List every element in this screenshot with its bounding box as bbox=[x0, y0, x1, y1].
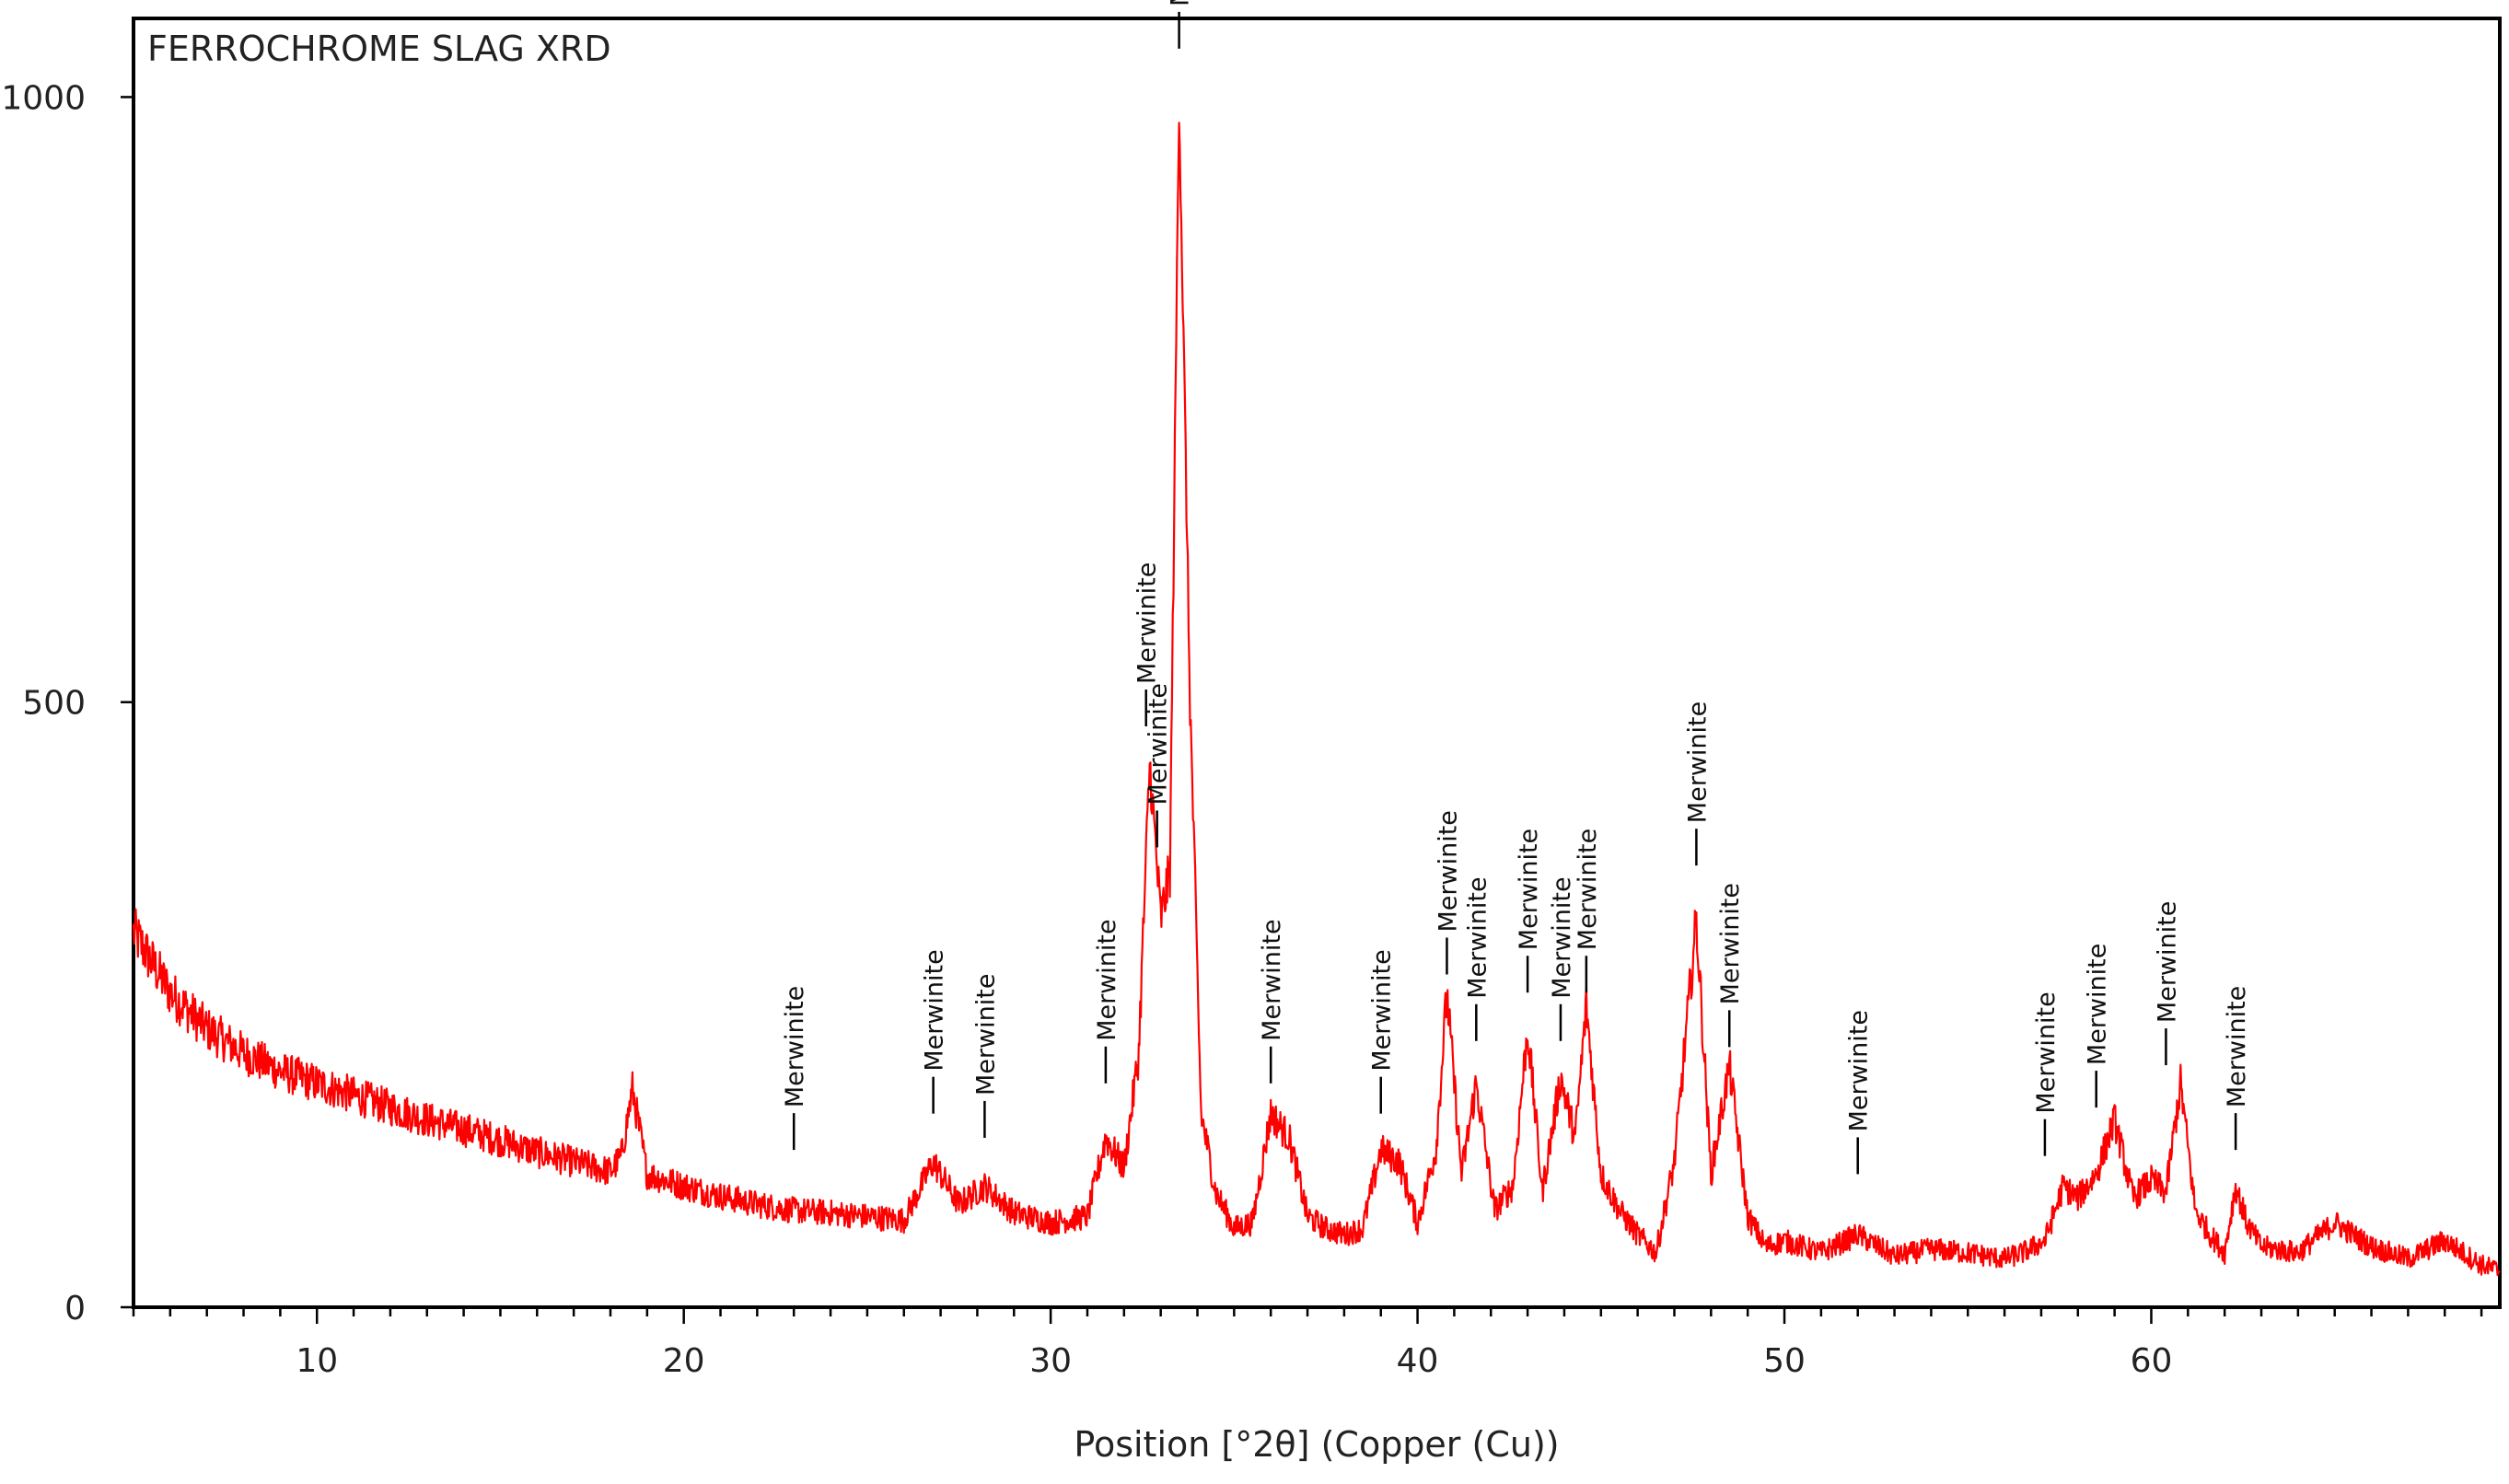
peak-label: Merwinite bbox=[1167, 0, 1195, 6]
x-tick-label: 20 bbox=[663, 1342, 705, 1380]
x-axis-label: Position [°2θ] (Copper (Cu)) bbox=[1074, 1424, 1559, 1465]
x-tick-label: 30 bbox=[1029, 1342, 1072, 1380]
peak-label: Merwinite bbox=[1434, 810, 1462, 932]
peak-label: Merwinite bbox=[971, 974, 1000, 1096]
peak-label: Merwinite bbox=[1258, 919, 1286, 1040]
y-tick-label: 0 bbox=[64, 1290, 86, 1327]
peak-label: Merwinite bbox=[1845, 1010, 1874, 1131]
axis-ticks: 10 20 30 40 50 60 0 500 1000 bbox=[1, 79, 2483, 1380]
x-tick-label: 40 bbox=[1397, 1342, 1439, 1380]
peak-label: Merwinite bbox=[781, 986, 809, 1107]
x-tick-label: 60 bbox=[2131, 1342, 2173, 1380]
plot-area bbox=[132, 122, 2501, 1277]
x-tick-label: 10 bbox=[296, 1342, 338, 1380]
xrd-series-line bbox=[132, 122, 2501, 1277]
y-tick-label: 500 bbox=[22, 685, 86, 723]
peak-label: Merwinite bbox=[2153, 901, 2181, 1023]
peak-label: Merwinite bbox=[1144, 683, 1173, 805]
peak-label: Merwinite bbox=[1515, 829, 1543, 950]
peak-annotations: Merwinite Merwinite Merwinite MerwiniteMerw… bbox=[781, 0, 2251, 1175]
peak-label: Merwinite bbox=[1093, 919, 1121, 1040]
peak-label: Merwinite bbox=[1716, 883, 1745, 1004]
peak-label: Merwinite bbox=[1548, 876, 1576, 998]
peak-label: Merwinite bbox=[1463, 876, 1492, 998]
peak-label: Merwinite bbox=[1133, 562, 1162, 684]
peak-label: Merwinite bbox=[921, 949, 949, 1071]
plot-frame bbox=[132, 17, 2502, 1309]
x-tick-label: 50 bbox=[1763, 1342, 1806, 1380]
peak-label: Merwinite bbox=[2084, 944, 2112, 1065]
chart-title: FERROCHROME SLAG XRD bbox=[147, 29, 611, 69]
y-tick-label: 1000 bbox=[1, 79, 86, 117]
peak-label: Merwinite bbox=[2032, 991, 2061, 1113]
peak-label: Merwinite bbox=[1683, 701, 1712, 823]
peak-label: Merwinite bbox=[2223, 986, 2251, 1107]
peak-label: Merwinite bbox=[1368, 949, 1397, 1071]
peak-label: Merwinite bbox=[1574, 829, 1602, 950]
